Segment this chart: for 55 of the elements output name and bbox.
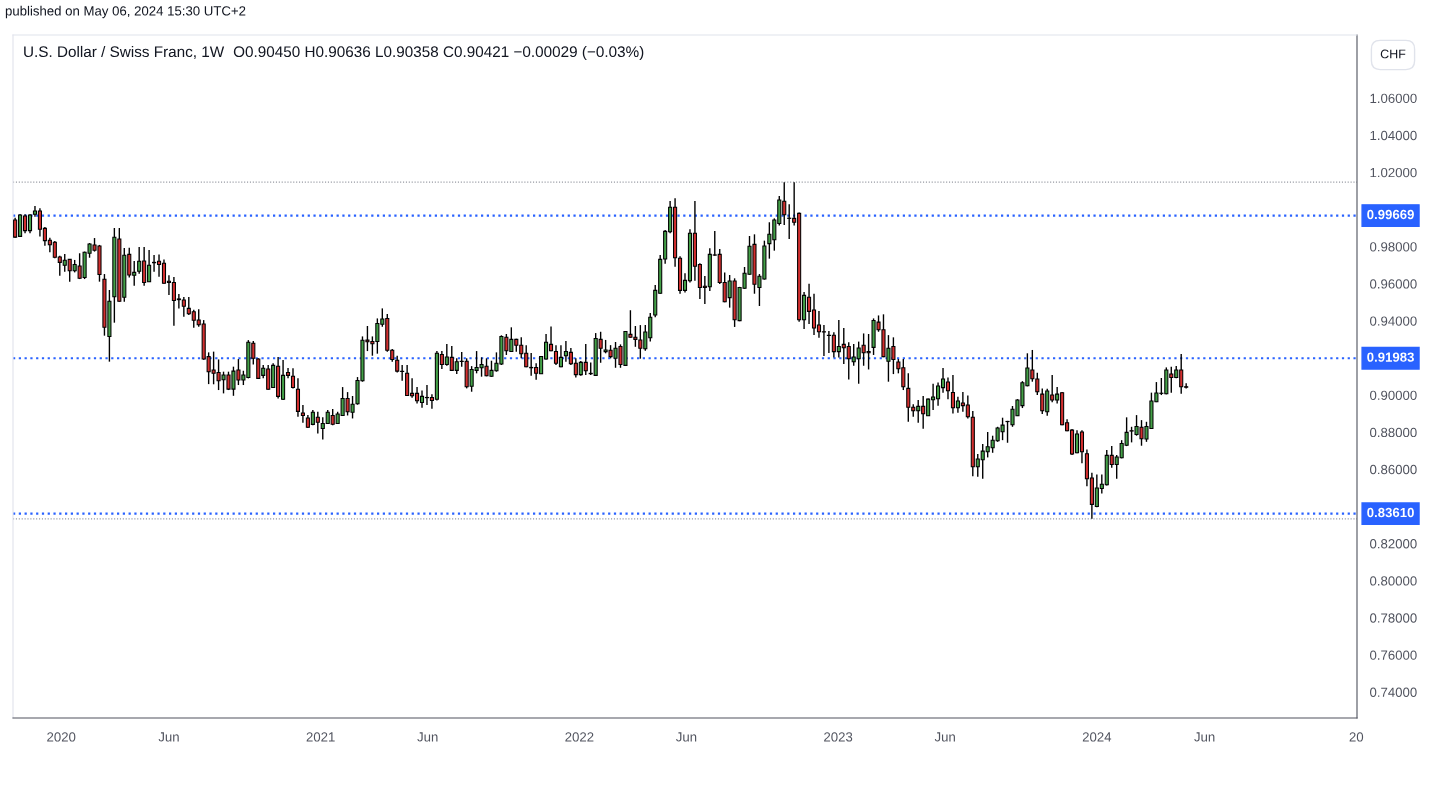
candlestick — [300, 404, 305, 424]
ref-line-label: 0.83610 — [1367, 507, 1414, 518]
y-tick-label: 0.78000 — [1370, 613, 1417, 623]
x-tick-label: Jun — [675, 732, 697, 742]
candlestick — [22, 213, 28, 234]
candlestick — [950, 374, 956, 415]
x-tick-label: 2023 — [824, 732, 853, 742]
ref-line-label: 0.99669 — [1367, 209, 1414, 220]
x-tick-label: 2020 — [47, 732, 76, 742]
candlestick — [181, 296, 186, 318]
x-tick-label: 2024 — [1082, 732, 1112, 742]
candlestick — [906, 372, 911, 423]
y-tick-label: 0.90000 — [1370, 390, 1417, 400]
candlestick — [816, 310, 822, 339]
candlestick — [161, 258, 167, 285]
y-axis-title: CHF — [1380, 49, 1406, 59]
candlestick — [821, 324, 826, 357]
x-tick-label: Jun — [934, 732, 955, 742]
y-tick-label: 0.86000 — [1370, 464, 1417, 475]
x-tick-label: Jun — [158, 732, 179, 742]
candlestick — [583, 343, 588, 376]
candlestick — [806, 283, 812, 325]
y-tick-label: 0.88000 — [1370, 427, 1417, 438]
candlestick — [315, 411, 320, 435]
candlestick — [419, 389, 425, 409]
x-tick-label: Jun — [1194, 732, 1215, 742]
text: O0.90450 H0.90636 L0.90358 C0.90421 −0.00029 (−0.03%) — [233, 45, 644, 61]
x-tick-label: 2021 — [306, 732, 335, 742]
candlestick — [1040, 387, 1045, 415]
candlestick — [295, 377, 301, 418]
x-tick-label: Jun — [417, 732, 438, 742]
ref-line-label: 0.91983 — [1367, 352, 1414, 362]
candlestick — [945, 376, 951, 400]
y-tick-label: 0.74000 — [1370, 687, 1417, 697]
candlestick — [27, 213, 33, 234]
y-tick-label: 0.96000 — [1370, 279, 1417, 289]
text: U.S. Dollar / Swiss Franc, 1W — [24, 45, 225, 59]
y-tick-label: 1.04000 — [1370, 130, 1417, 141]
y-tick-label: 0.82000 — [1370, 539, 1417, 549]
candlestick — [1079, 429, 1085, 465]
candlestick — [553, 344, 559, 366]
y-tick-label: 0.94000 — [1370, 316, 1417, 326]
candlestick — [13, 216, 18, 239]
candlestick — [811, 293, 817, 336]
y-tick-label: 1.02000 — [1370, 167, 1417, 178]
y-tick-label: 1.06000 — [1370, 93, 1417, 104]
candlestick — [424, 384, 430, 406]
y-tick-label: 0.76000 — [1370, 650, 1417, 660]
candlestick — [787, 203, 792, 240]
x-tick-label: 20 — [1349, 732, 1364, 742]
x-tick-label: 2022 — [565, 732, 594, 742]
text: published on May 06, 2024 15:30 UTC+2 — [5, 5, 246, 19]
candlestick — [405, 364, 410, 397]
y-tick-label: 0.98000 — [1370, 242, 1417, 252]
y-tick-label: 0.80000 — [1370, 576, 1417, 586]
